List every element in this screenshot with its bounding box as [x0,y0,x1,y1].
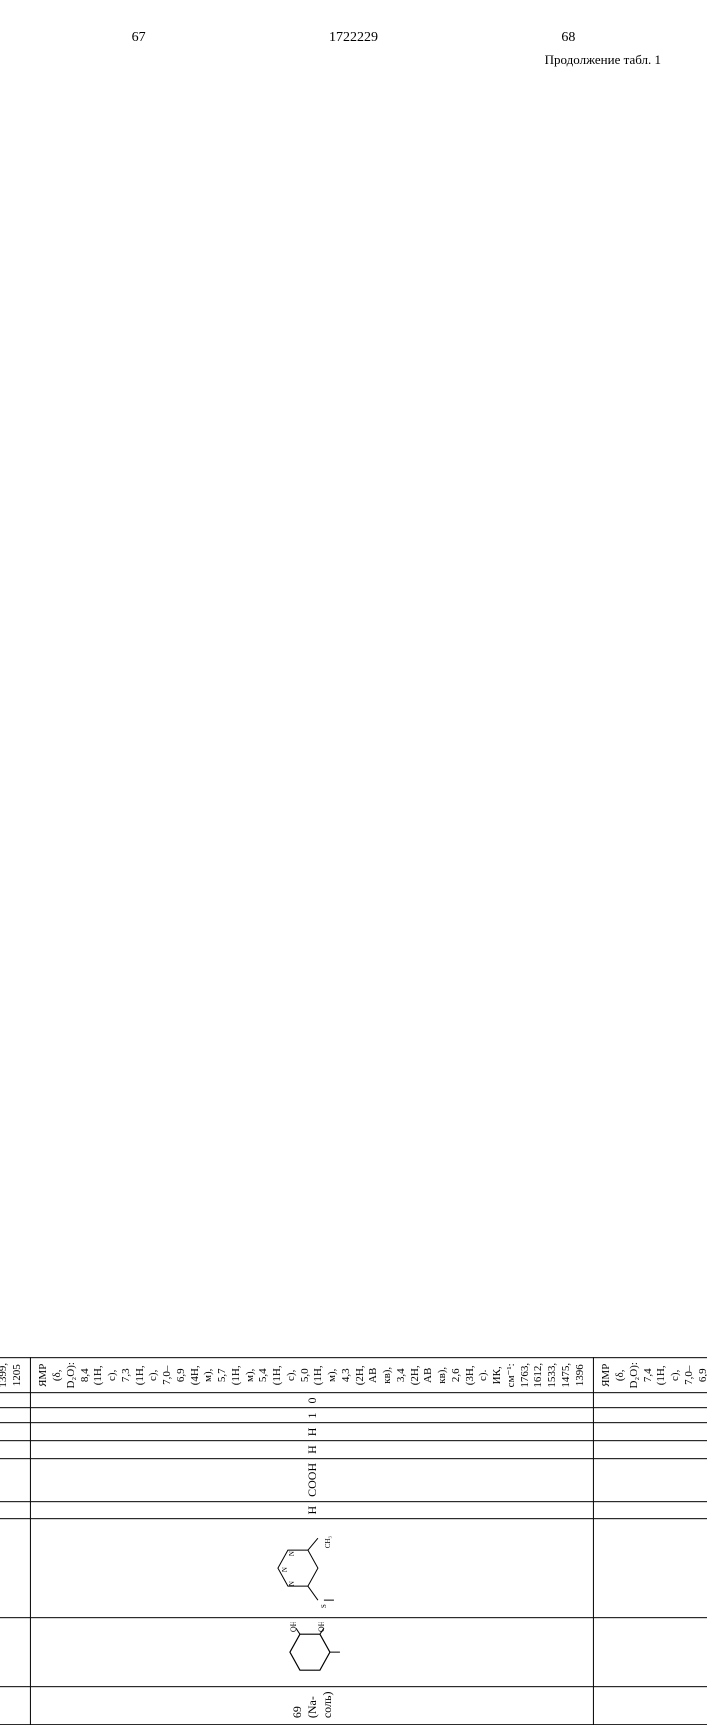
row-label: 69 (Na-соль) [31,1687,594,1725]
row-label: 68 (Na-соль) [0,1687,31,1725]
svg-text:N: N [288,1551,296,1556]
svg-text:S: S [320,1605,328,1609]
doc-number: 1722229 [329,30,378,46]
cell-c8: 1 [31,1408,594,1423]
cell-c6: H [31,1441,594,1459]
cell-c9: 0 [594,1393,707,1408]
cell-c4: H [31,1501,594,1519]
cell-c7: H [0,1423,31,1441]
data-table: 1 2 3 4 5 6 7 8 9 10 68 (Na-соль) OH OH … [0,1357,707,1725]
cell-c5: COOH [31,1458,594,1501]
cell-c8: 1 [0,1408,31,1423]
cell-c5: COOH [594,1458,707,1501]
cell-c7: H [31,1423,594,1441]
cell-c4: H [0,1501,31,1519]
cell-c10: ЯМР (δ, D₂O): 8,5 и 8,3 (1H, с), 7,2–6,8… [0,1358,31,1393]
cell-c6: H [594,1441,707,1459]
struct-col2: OH OH [594,1618,707,1687]
table-caption: Продолжение табл. 1 [40,52,661,68]
svg-text:OH: OH [289,1623,298,1633]
cell-c9: 0 [0,1393,31,1408]
svg-text:OH: OH [317,1623,326,1633]
cell-c8: 1 [594,1408,707,1423]
table-row: 69 (Na-соль) OH OH N N N S CH₃ HCOOHHH10… [31,1358,594,1725]
svg-text:N: N [288,1581,296,1586]
svg-text:N: N [281,1567,289,1572]
page-right-number: 68 [561,30,575,46]
table-row: 68 (Na-соль) OH OH N N N S CH₃ HCOOHHH10… [0,1358,31,1725]
cell-c7: H [594,1423,707,1441]
table-row: 70 (Na-соль) OH OH N N COOH S CH₃ HCOOHH… [594,1358,707,1725]
page-left-number: 67 [132,30,146,46]
struct-col3: N N N S CH₃ [31,1519,594,1618]
struct-col2: OH OH [31,1618,594,1687]
struct-col3: N N COOH S CH₃ [594,1519,707,1618]
row-label: 70 (Na-соль) [594,1687,707,1725]
struct-col2: OH OH [0,1618,31,1687]
table-container: 1 2 3 4 5 6 7 8 9 10 68 (Na-соль) OH OH … [0,1357,707,1725]
cell-c9: 0 [31,1393,594,1408]
cell-c10: ЯМР (δ, D₂O): 7,4 (1H, с), 7,0–6,9 (4H, … [594,1358,707,1393]
cell-c4: H [594,1501,707,1519]
svg-text:CH₃: CH₃ [324,1536,332,1549]
cell-c10: ЯМР (δ, D₂O): 8,4 (1H, с), 7,3 (1H, с), … [31,1358,594,1393]
triazine2-icon: N N N S CH₃ [272,1529,352,1609]
cell-c6: H [0,1441,31,1459]
cell-c5: COOH [0,1458,31,1501]
catechol-icon: OH OH [282,1623,342,1683]
struct-col3: N N N S CH₃ [0,1519,31,1618]
